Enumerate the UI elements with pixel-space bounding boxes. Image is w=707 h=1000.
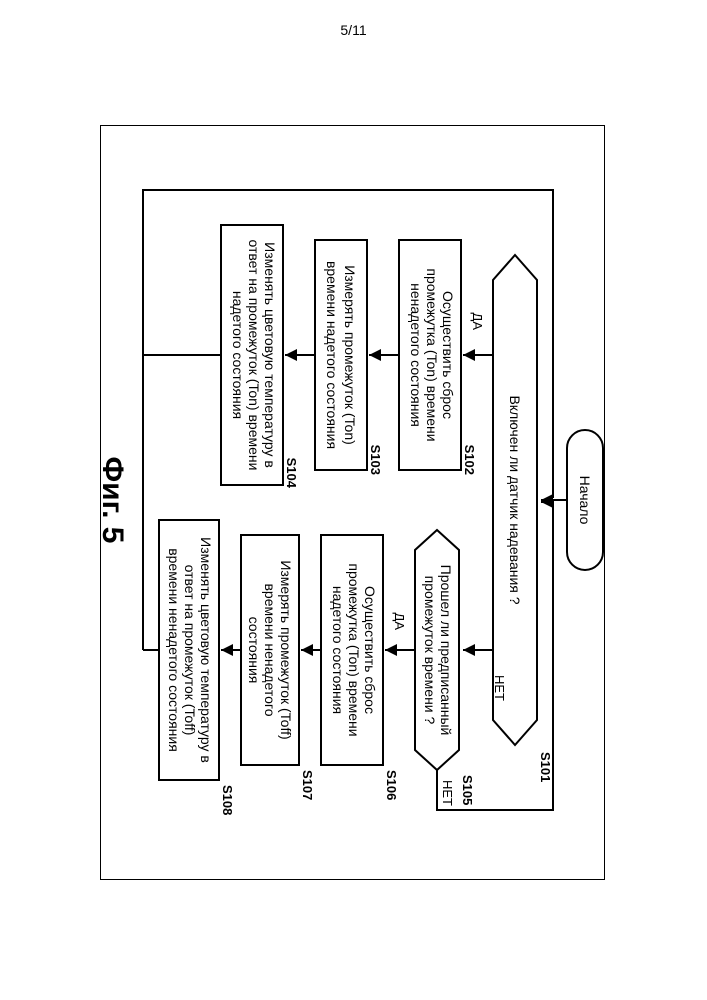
svg-text:Измерять промежуток (Ton): Измерять промежуток (Ton) — [342, 265, 358, 445]
figure-caption: Фиг. 5 — [96, 457, 129, 544]
start-label: Начало — [577, 476, 593, 525]
no-s105: НЕТ — [440, 780, 455, 806]
svg-text:времени ненадетого: времени ненадетого — [262, 583, 278, 716]
svg-text:состояния: состояния — [246, 617, 262, 684]
svg-text:Осуществить сброс: Осуществить сброс — [440, 291, 456, 419]
box-s106: Осуществить сброс промежутка (Ton) време… — [321, 535, 399, 800]
box-s102: Осуществить сброс промежутка (Ton) време… — [399, 240, 477, 475]
svg-text:времени ненадетого состояния: времени ненадетого состояния — [166, 548, 182, 752]
step-id-s101: S101 — [538, 752, 553, 782]
page-number: 5/11 — [0, 22, 707, 38]
svg-text:промежуток времени ?: промежуток времени ? — [422, 576, 438, 725]
step-id-s105: S105 — [460, 775, 475, 805]
box-s103: Измерять промежуток (Ton) времени надето… — [315, 240, 383, 475]
svg-text:ответ на промежуток (Toff): ответ на промежуток (Toff) — [182, 565, 198, 736]
yes-s105: ДА — [392, 613, 407, 631]
svg-text:промежутка (Ton) времени: промежутка (Ton) времени — [424, 268, 440, 441]
svg-text:времени надетого состояния: времени надетого состояния — [324, 261, 340, 449]
step-id-s108: S108 — [220, 785, 235, 815]
step-id-s104: S104 — [284, 458, 299, 489]
svg-text:надетого состояния: надетого состояния — [330, 586, 346, 714]
svg-text:Прошел ли предписанный: Прошел ли предписанный — [438, 565, 454, 736]
flowchart: Начало Включен ли датчик надевания ? S10… — [93, 90, 613, 910]
box-s108: Изменять цветовую температуру в ответ на… — [159, 520, 235, 815]
step-id-s102: S102 — [462, 445, 477, 475]
step-id-s106: S106 — [384, 770, 399, 800]
svg-text:ненадетого состояния: ненадетого состояния — [408, 283, 424, 427]
box-s107: Измерять промежуток (Toff) времени ненад… — [241, 535, 315, 800]
box-s104: Изменять цветовую температуру в ответ на… — [221, 225, 299, 489]
svg-text:надетого состояния: надетого состояния — [230, 291, 246, 419]
svg-text:Включен ли датчик надевания ?: Включен ли датчик надевания ? — [507, 395, 523, 604]
no-s101: НЕТ — [492, 675, 507, 701]
step-id-s103: S103 — [368, 445, 383, 475]
yes-s101: ДА — [470, 313, 485, 331]
svg-text:ответ на промежуток (Ton) врем: ответ на промежуток (Ton) времени — [246, 240, 262, 471]
svg-text:Изменять цветовую температуру: Изменять цветовую температуру в — [262, 242, 278, 468]
step-id-s107: S107 — [300, 770, 315, 800]
decision-s101: Включен ли датчик надевания ? S101 — [493, 255, 553, 782]
decision-s105: Прошел ли предписанный промежуток времен… — [415, 530, 475, 805]
svg-text:промежутка (Ton) времени: промежутка (Ton) времени — [346, 563, 362, 736]
svg-text:Изменять цветовую температуру: Изменять цветовую температуру в — [198, 537, 214, 763]
svg-text:Осуществить сброс: Осуществить сброс — [362, 586, 378, 714]
svg-text:Измерять промежуток (Toff): Измерять промежуток (Toff) — [278, 560, 294, 739]
start-node: Начало — [567, 430, 603, 570]
